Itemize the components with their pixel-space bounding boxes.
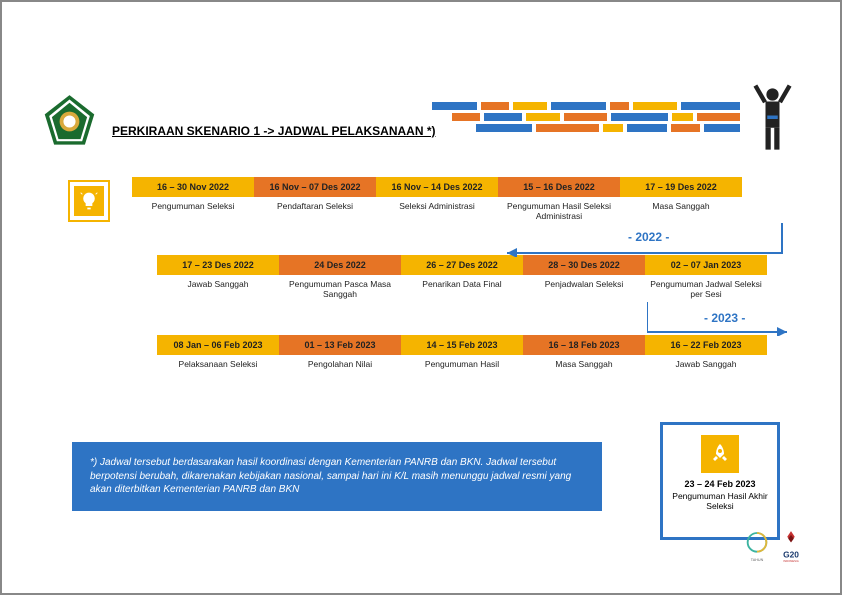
timeline-cell: 26 – 27 Des 2022Penarikan Data Final — [401, 255, 523, 309]
timeline-cell: 08 Jan – 06 Feb 2023Pelaksanaan Seleksi — [157, 335, 279, 379]
decor-bar — [697, 113, 740, 121]
ministry-logo-icon — [42, 94, 97, 149]
svg-text:TAHUN: TAHUN — [751, 558, 764, 562]
timeline-date: 15 – 16 Des 2022 — [498, 177, 620, 197]
timeline-date: 16 – 22 Feb 2023 — [645, 335, 767, 355]
year-2023-label: - 2023 - — [704, 311, 745, 325]
timeline-date: 16 – 30 Nov 2022 — [132, 177, 254, 197]
timeline-label: Seleksi Administrasi — [376, 197, 498, 221]
decor-bar — [704, 124, 740, 132]
timeline-cell: 24 Des 2022Pengumuman Pasca Masa Sanggah — [279, 255, 401, 309]
timeline-label: Pengumuman Pasca Masa Sanggah — [279, 275, 401, 309]
decor-bar — [551, 102, 606, 110]
timeline-date: 24 Des 2022 — [279, 255, 401, 275]
timeline-cell: 16 Nov – 07 Des 2022Pendaftaran Seleksi — [254, 177, 376, 231]
lightbulb-icon — [79, 191, 99, 211]
timeline-date: 14 – 15 Feb 2023 — [401, 335, 523, 355]
timeline-label: Pengumuman Hasil — [401, 355, 523, 379]
final-label: Pengumuman Hasil Akhir Seleksi — [669, 491, 771, 511]
slide: PERKIRAAN SKENARIO 1 -> JADWAL PELAKSANA… — [0, 0, 842, 595]
timeline-cell: 28 – 30 Des 2022Penjadwalan Seleksi — [523, 255, 645, 309]
decor-bar — [633, 102, 676, 110]
timeline-label: Penjadwalan Seleksi — [523, 275, 645, 299]
corner-logos: TAHUN G20 INDONESIA — [743, 531, 805, 563]
timeline-row-3: 08 Jan – 06 Feb 2023Pelaksanaan Seleksi0… — [157, 335, 767, 379]
timeline-cell: 16 – 18 Feb 2023Masa Sanggah — [523, 335, 645, 379]
bulb-box — [68, 180, 110, 222]
timeline-cell: 16 Nov – 14 Des 2022Seleksi Administrasi — [376, 177, 498, 231]
person-cheer-icon — [745, 84, 800, 154]
final-date: 23 – 24 Feb 2023 — [669, 479, 771, 489]
timeline-label: Masa Sanggah — [523, 355, 645, 379]
g20-logo-icon: G20 INDONESIA — [777, 531, 805, 563]
footnote: *) Jadwal tersebut berdasarakan hasil ko… — [72, 442, 602, 511]
decor-bar — [681, 102, 740, 110]
timeline-label: Pelaksanaan Seleksi — [157, 355, 279, 379]
decor-bar — [671, 124, 701, 132]
timeline-date: 01 – 13 Feb 2023 — [279, 335, 401, 355]
header: PERKIRAAN SKENARIO 1 -> JADWAL PELAKSANA… — [42, 94, 800, 154]
timeline-date: 08 Jan – 06 Feb 2023 — [157, 335, 279, 355]
timeline-date: 26 – 27 Des 2022 — [401, 255, 523, 275]
timeline-date: 16 Nov – 14 Des 2022 — [376, 177, 498, 197]
timeline-date: 16 Nov – 07 Des 2022 — [254, 177, 376, 197]
timeline-label: Pengolahan Nilai — [279, 355, 401, 379]
timeline-cell: 17 – 23 Des 2022Jawab Sanggah — [157, 255, 279, 309]
decor-bar — [513, 102, 547, 110]
page-title: PERKIRAAN SKENARIO 1 -> JADWAL PELAKSANA… — [112, 124, 435, 138]
event-logo-icon: TAHUN — [743, 531, 771, 563]
timeline-label: Masa Sanggah — [620, 197, 742, 221]
svg-text:G20: G20 — [783, 549, 799, 559]
svg-text:INDONESIA: INDONESIA — [783, 559, 799, 563]
timeline-date: 28 – 30 Des 2022 — [523, 255, 645, 275]
timeline-cell: 16 – 30 Nov 2022Pengumuman Seleksi — [132, 177, 254, 231]
timeline-cell: 01 – 13 Feb 2023Pengolahan Nilai — [279, 335, 401, 379]
year-2022-label: - 2022 - — [628, 230, 669, 244]
decor-bar — [610, 102, 630, 110]
decor-bar — [536, 124, 599, 132]
timeline-date: 17 – 23 Des 2022 — [157, 255, 279, 275]
timeline-label: Pendaftaran Seleksi — [254, 197, 376, 221]
decor-bar — [611, 113, 668, 121]
decorative-bars — [432, 102, 740, 142]
decor-bar — [452, 113, 480, 121]
timeline-cell: 16 – 22 Feb 2023Jawab Sanggah — [645, 335, 767, 379]
decor-bar — [484, 113, 522, 121]
decor-bar — [672, 113, 693, 121]
decor-bar — [603, 124, 623, 132]
timeline-date: 02 – 07 Jan 2023 — [645, 255, 767, 275]
timeline-date: 17 – 19 Des 2022 — [620, 177, 742, 197]
timeline-label: Jawab Sanggah — [645, 355, 767, 379]
decor-bar — [476, 124, 532, 132]
decor-bar — [432, 102, 477, 110]
decor-bar — [481, 102, 509, 110]
decor-bar — [564, 113, 607, 121]
decor-bar — [627, 124, 667, 132]
timeline-label: Jawab Sanggah — [157, 275, 279, 299]
final-result-box: 23 – 24 Feb 2023 Pengumuman Hasil Akhir … — [660, 422, 780, 540]
timeline-label: Pengumuman Seleksi — [132, 197, 254, 221]
timeline-label: Penarikan Data Final — [401, 275, 523, 299]
timeline-cell: 14 – 15 Feb 2023Pengumuman Hasil — [401, 335, 523, 379]
rocket-icon — [708, 442, 732, 466]
timeline-date: 16 – 18 Feb 2023 — [523, 335, 645, 355]
decor-bar — [526, 113, 560, 121]
